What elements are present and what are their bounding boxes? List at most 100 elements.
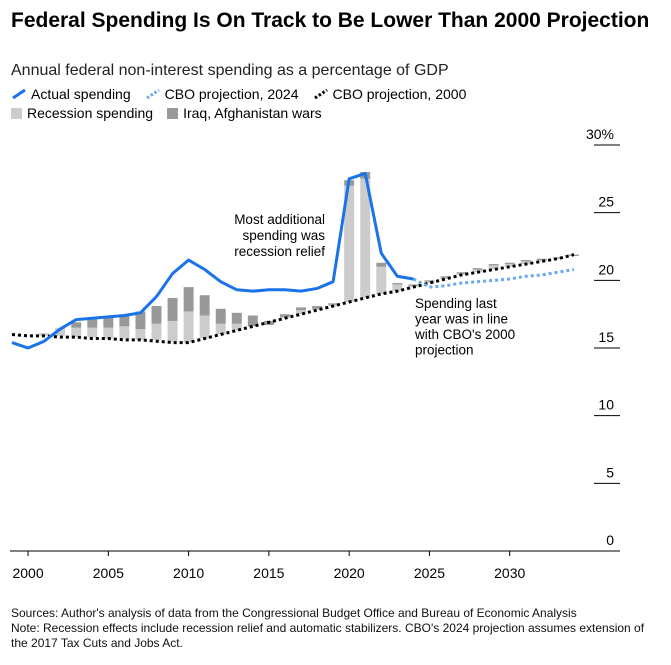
bar-recession bbox=[55, 327, 66, 336]
bar-wars bbox=[424, 280, 435, 282]
x-tick-label: 2030 bbox=[494, 565, 525, 581]
annotation-line: spending was bbox=[242, 228, 325, 243]
annotation-line: Most additional bbox=[234, 212, 325, 227]
legend-wars-swatch bbox=[167, 107, 179, 119]
y-tick-label: 5 bbox=[606, 464, 614, 480]
bar-recession bbox=[296, 310, 306, 315]
annotation-line: projection bbox=[415, 343, 474, 358]
bar-wars bbox=[247, 315, 258, 327]
bar-recession bbox=[312, 308, 323, 311]
bar-wars bbox=[440, 276, 451, 278]
bar-wars bbox=[472, 268, 483, 270]
legend-actual-label: Actual spending bbox=[31, 86, 131, 102]
legend-cbo2024-label: CBO projection, 2024 bbox=[164, 86, 299, 102]
bar-wars bbox=[504, 262, 515, 265]
legend-cbo2024: CBO projection, 2024 bbox=[145, 86, 299, 102]
y-tick-label: 20 bbox=[598, 261, 614, 277]
bar-wars bbox=[296, 307, 306, 311]
bar-wars bbox=[520, 260, 531, 262]
annotation-line: year was in line bbox=[415, 312, 508, 327]
footer: Sources: Author's analysis of data from … bbox=[11, 606, 661, 651]
bar-wars bbox=[135, 311, 146, 330]
x-tick-label: 2015 bbox=[253, 565, 284, 581]
bar-recession bbox=[151, 323, 162, 340]
bar-recession bbox=[536, 260, 547, 262]
legend-cbo2000-swatch bbox=[313, 88, 328, 100]
bar-wars bbox=[312, 306, 323, 309]
x-tick-label: 2005 bbox=[93, 565, 124, 581]
legend-recession: Recession spending bbox=[11, 105, 153, 121]
bar-wars bbox=[536, 258, 547, 261]
series-actual-line bbox=[11, 171, 414, 350]
y-tick-label: 10 bbox=[598, 397, 614, 413]
x-tick-label: 2020 bbox=[334, 565, 365, 581]
series-cbo2024-line bbox=[412, 268, 575, 289]
annotation-line: with CBO's 2000 bbox=[414, 327, 515, 342]
bar-wars bbox=[151, 306, 162, 324]
bar-recession bbox=[440, 277, 451, 279]
annotation-line: Spending last bbox=[415, 296, 497, 311]
annotation-in-line: Spending last year was in line with CBO's … bbox=[414, 296, 515, 358]
bar-wars bbox=[231, 312, 242, 324]
legend-actual: Actual spending bbox=[11, 86, 131, 102]
bar-recession bbox=[488, 265, 499, 270]
bar-recession bbox=[376, 266, 387, 294]
annotation-line: recession relief bbox=[234, 244, 325, 259]
bar-wars bbox=[552, 257, 563, 259]
bar-recession bbox=[360, 178, 371, 298]
y-tick-label: 25 bbox=[598, 194, 614, 210]
bar-recession bbox=[119, 326, 130, 339]
bar-wars bbox=[199, 295, 210, 316]
series-cbo2000-line bbox=[11, 253, 575, 345]
legend-recession-swatch bbox=[11, 107, 22, 119]
bar-wars bbox=[279, 314, 290, 317]
bar-recession bbox=[231, 323, 242, 331]
bar-recession bbox=[392, 284, 403, 292]
bar-recession bbox=[215, 323, 226, 335]
bar-wars bbox=[408, 284, 419, 286]
bar-wars bbox=[376, 262, 387, 267]
legend-recession-label: Recession spending bbox=[27, 105, 154, 121]
bar-recession bbox=[71, 327, 82, 338]
legend-row-1: Actual spending CBO projection, 2024 CBO… bbox=[11, 86, 480, 102]
bar-wars bbox=[456, 272, 467, 274]
bar-recession bbox=[504, 264, 515, 267]
bar-wars bbox=[87, 319, 98, 328]
x-tick-label: 2025 bbox=[414, 565, 445, 581]
bar-recession bbox=[87, 327, 98, 338]
legend-cbo2000-label: CBO projection, 2000 bbox=[332, 86, 467, 102]
footer-sources: Sources: Author's analysis of data from … bbox=[11, 606, 577, 620]
bar-recession bbox=[103, 327, 114, 339]
bar-wars bbox=[71, 322, 82, 328]
bar-wars bbox=[215, 308, 226, 324]
bar-recession bbox=[167, 320, 178, 342]
chart-subtitle: Annual federal non-interest spending as … bbox=[11, 62, 449, 79]
bar-wars bbox=[167, 297, 178, 321]
x-tick-label: 2000 bbox=[12, 565, 43, 581]
annotation-recession-relief: Most additional spending was recession rel… bbox=[234, 212, 325, 259]
legend-actual-swatch bbox=[12, 88, 26, 100]
bar-recession bbox=[135, 329, 146, 340]
legend-wars-label: Iraq, Afghanistan wars bbox=[183, 105, 322, 121]
bar-recession bbox=[183, 311, 194, 343]
bar-wars bbox=[488, 264, 499, 266]
y-tick-label: 30% bbox=[586, 126, 614, 142]
bar-recession bbox=[344, 185, 355, 302]
legend-row-2: Recession spending Iraq, Afghanistan war… bbox=[11, 105, 336, 121]
bar-wars bbox=[328, 303, 339, 305]
legend-cbo2000: CBO projection, 2000 bbox=[313, 86, 467, 102]
bar-wars bbox=[119, 315, 130, 327]
legend-wars: Iraq, Afghanistan wars bbox=[167, 105, 322, 121]
bar-wars bbox=[183, 287, 194, 312]
chart-title: Federal Spending Is On Track to Be Lower… bbox=[11, 9, 650, 32]
y-tick-label: 0 bbox=[606, 532, 614, 548]
bar-recession bbox=[199, 315, 210, 339]
legend-cbo2024-swatch bbox=[145, 88, 160, 100]
x-tick-label: 2010 bbox=[173, 565, 204, 581]
y-tick-label: 15 bbox=[598, 329, 614, 345]
bar-wars bbox=[103, 316, 114, 328]
footer-note: Note: Recession effects include recessio… bbox=[11, 621, 645, 650]
bar-recession bbox=[424, 281, 435, 284]
bar-wars bbox=[392, 283, 403, 285]
